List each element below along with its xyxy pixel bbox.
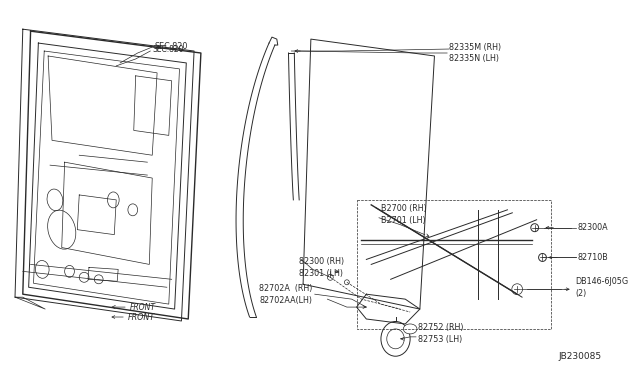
Text: 82300 (RH)
82301 (LH): 82300 (RH) 82301 (LH) — [299, 257, 344, 278]
Text: 82752 (RH)
82753 (LH): 82752 (RH) 82753 (LH) — [418, 324, 463, 344]
Text: FRONT: FRONT — [130, 302, 156, 312]
Ellipse shape — [539, 253, 547, 262]
Ellipse shape — [387, 329, 404, 349]
Text: SEC.820: SEC.820 — [152, 45, 184, 54]
Text: 82300A: 82300A — [577, 223, 608, 232]
Text: SEC.820: SEC.820 — [154, 42, 188, 51]
Ellipse shape — [403, 324, 417, 334]
Text: 82710B: 82710B — [577, 253, 608, 262]
Ellipse shape — [513, 285, 522, 294]
Text: FRONT: FRONT — [128, 312, 155, 321]
Text: JB230085: JB230085 — [558, 352, 601, 361]
Ellipse shape — [514, 286, 520, 293]
Ellipse shape — [381, 321, 410, 356]
Text: B2700 (RH)
B2701 (LH): B2700 (RH) B2701 (LH) — [381, 204, 427, 225]
Ellipse shape — [512, 284, 522, 295]
Text: 82335M (RH)
82335N (LH): 82335M (RH) 82335N (LH) — [449, 43, 501, 63]
Text: 82702A  (RH)
82702AA(LH): 82702A (RH) 82702AA(LH) — [259, 284, 313, 305]
Text: DB146-6J05G
(2): DB146-6J05G (2) — [575, 277, 628, 298]
Ellipse shape — [531, 224, 539, 232]
